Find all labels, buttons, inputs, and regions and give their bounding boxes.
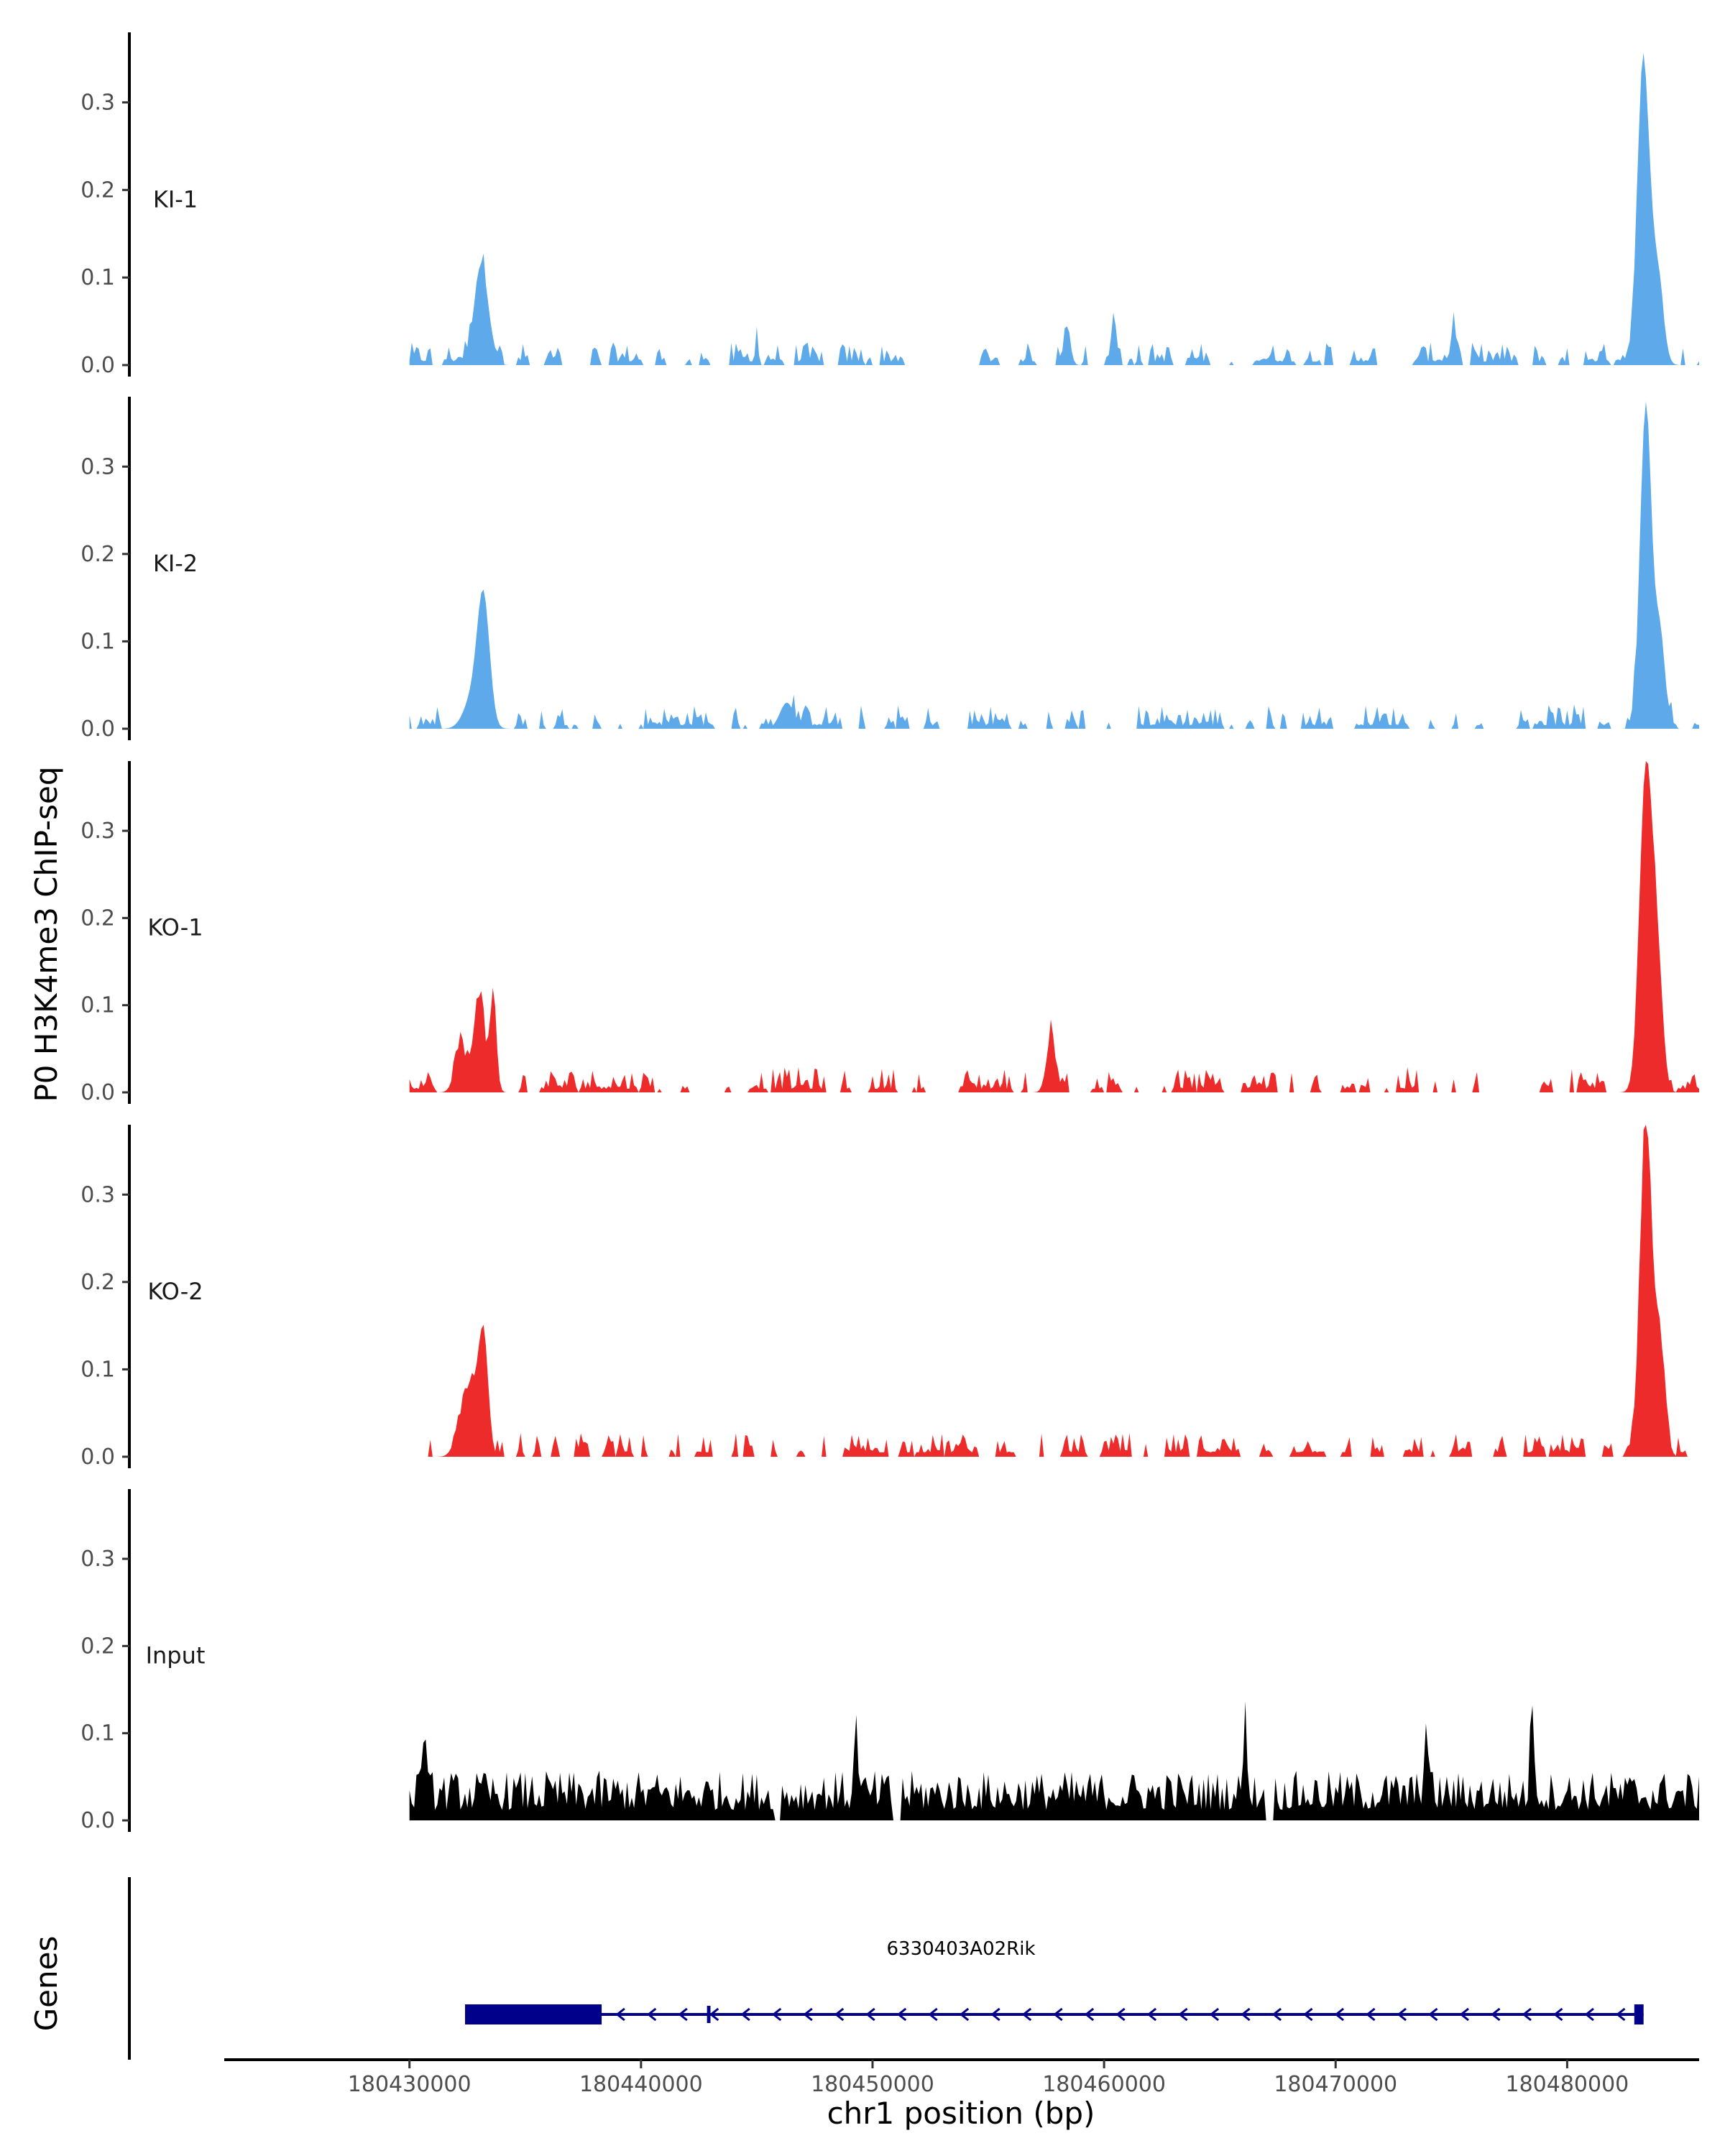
strand-chevron [1459,2007,1469,2022]
x-tick-label: 180440000 [579,2072,703,2097]
y-tick-label: 0.0 [80,717,115,742]
gene-exon-small [707,2006,711,2023]
y-axis-title: P0 H3K4me3 ChIP-seq [29,766,64,1102]
x-tick-label: 180450000 [811,2072,934,2097]
strand-chevron [1616,2007,1626,2022]
strand-chevron [865,2007,875,2022]
y-tick-label: 0.2 [80,906,115,931]
strand-chevron [959,2007,970,2022]
track-input: 0.0 0.1 0.2 0.3 Input [80,1489,1700,1833]
strand-chevron [1491,2007,1501,2022]
y-tick-label: 0.3 [80,819,115,844]
y-tick-label: 0.3 [80,1547,115,1572]
strand-chevron [1146,2007,1157,2022]
track-ki-2: 0.0 0.1 0.2 0.3 KI-2 [80,397,1700,742]
gene-exon [1634,2004,1644,2024]
strand-chevron [1334,2007,1345,2022]
y-tick-label: 0.1 [80,629,115,654]
signal-area [409,52,1700,366]
track-label: KI-1 [153,186,198,213]
x-tick-label: 180460000 [1042,2072,1166,2097]
track-panels: 0.00.10.20.3KI-10.00.10.20.3KI-20.00.10.… [80,32,1700,1833]
strand-chevron [896,2007,907,2022]
track-ki-1: 0.0 0.1 0.2 0.3 KI-1 [80,32,1700,378]
y-tick-label: 0.1 [80,993,115,1018]
strand-chevron [990,2007,1000,2022]
y-tick-label: 0.2 [80,1270,115,1295]
strand-chevron [771,2007,782,2022]
strand-chevron [1271,2007,1282,2022]
y-tick-label: 0.2 [80,542,115,567]
strand-chevron [678,2007,688,2022]
track-label: KI-2 [153,550,198,577]
strand-chevron [1241,2007,1251,2022]
signal-area [409,401,1700,729]
track-label: KO-1 [147,914,203,941]
y-tick-label: 0.3 [80,1182,115,1207]
x-tick-label: 180430000 [348,2072,472,2097]
genes-panel: 6330403A02Rik [128,1877,1644,2060]
genes-axis-title: Genes [29,1936,64,2032]
strand-chevron [928,2007,938,2022]
strand-chevron [1366,2007,1376,2022]
y-tick-label: 0.0 [80,1808,115,1833]
strand-chevron [1178,2007,1188,2022]
strand-chevron [615,2007,625,2022]
gene-exon [465,2004,602,2024]
y-tick-label: 0.2 [80,178,115,203]
y-tick-label: 0.2 [80,1634,115,1659]
strand-chevron [1584,2007,1594,2022]
y-tick-label: 0.0 [80,353,115,378]
track-label: Input [146,1642,206,1669]
signal-area [409,1701,1700,1820]
x-tick-label: 180470000 [1274,2072,1397,2097]
strand-chevron [1053,2007,1063,2022]
y-tick-label: 0.1 [80,1721,115,1746]
track-ko-2: 0.0 0.1 0.2 0.3 KO-2 [80,1125,1700,1470]
x-axis-title: chr1 position (bp) [827,2096,1095,2131]
strand-chevron [1522,2007,1532,2022]
strand-chevron [834,2007,845,2022]
strand-chevron [740,2007,750,2022]
y-tick-label: 0.3 [80,454,115,479]
strand-chevron [1021,2007,1032,2022]
y-tick-label: 0.3 [80,90,115,115]
strand-chevron [1084,2007,1095,2022]
strand-chevron [1428,2007,1438,2022]
strand-chevron [646,2007,657,2022]
y-tick-label: 0.1 [80,265,115,290]
y-tick-label: 0.0 [80,1080,115,1105]
strand-chevron [1553,2007,1563,2022]
strand-chevron [1397,2007,1407,2022]
strand-chevron [803,2007,813,2022]
strand-chevron [1303,2007,1313,2022]
strand-chevron [1116,2007,1126,2022]
signal-area [409,761,1700,1092]
track-label: KO-2 [147,1278,203,1305]
y-tick-label: 0.1 [80,1357,115,1382]
signal-area [409,1125,1700,1457]
strand-chevron [709,2007,719,2022]
strand-chevron [1209,2007,1220,2022]
x-tick-label: 180480000 [1505,2072,1629,2097]
y-tick-label: 0.0 [80,1445,115,1470]
x-axis: 180430000 180440000 180450000 180460000 1804… [224,2058,1699,2097]
gene-name-label: 6330403A02Rik [886,1938,1035,1960]
track-ko-1: 0.0 0.1 0.2 0.3 KO-1 [80,761,1700,1105]
